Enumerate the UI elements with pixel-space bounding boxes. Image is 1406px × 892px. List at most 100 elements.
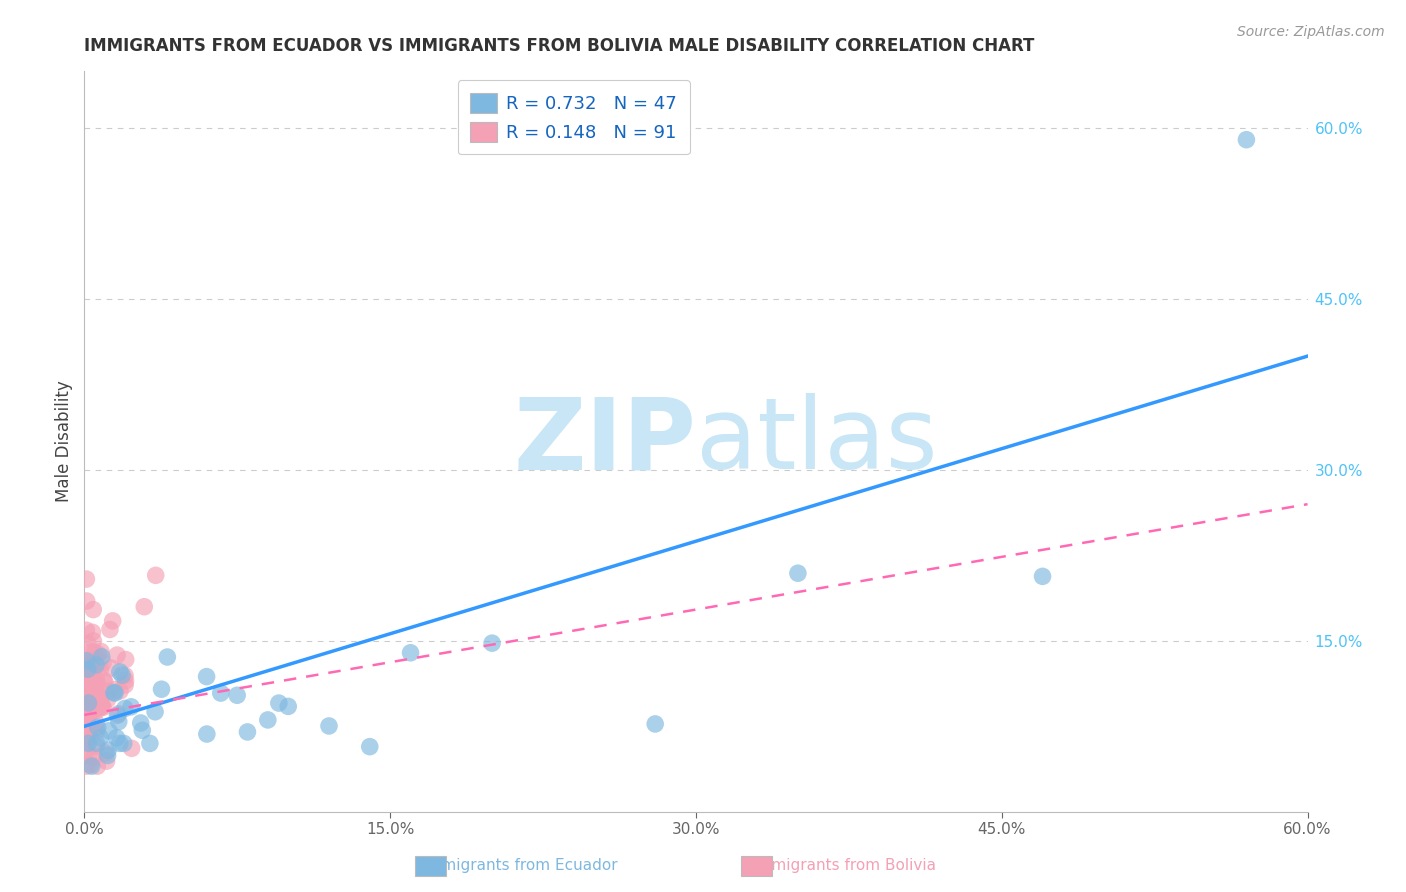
Point xyxy=(79,706,101,720)
Point xyxy=(76,700,98,714)
Point xyxy=(1032,569,1054,583)
Point xyxy=(139,736,162,750)
Text: Immigrants from Ecuador: Immigrants from Ecuador xyxy=(422,858,619,872)
Point xyxy=(79,698,101,713)
Point xyxy=(107,714,129,729)
Point xyxy=(76,662,98,676)
Y-axis label: Male Disability: Male Disability xyxy=(55,381,73,502)
Point xyxy=(97,692,120,706)
Point xyxy=(77,736,100,750)
Point xyxy=(226,688,249,702)
Point xyxy=(114,668,136,682)
Point xyxy=(91,699,114,714)
Text: Source: ZipAtlas.com: Source: ZipAtlas.com xyxy=(1237,25,1385,39)
Point xyxy=(86,759,108,773)
Point xyxy=(79,658,101,673)
Text: ZIP: ZIP xyxy=(513,393,696,490)
Point xyxy=(82,602,104,616)
Point xyxy=(104,682,127,697)
Point xyxy=(97,743,120,757)
Point xyxy=(131,723,153,738)
Point xyxy=(399,646,422,660)
Point xyxy=(80,679,103,693)
Point xyxy=(98,623,121,637)
Point xyxy=(75,668,97,682)
Point xyxy=(75,711,97,725)
Point xyxy=(83,702,105,716)
Point xyxy=(108,665,131,679)
Point xyxy=(121,741,143,756)
Point xyxy=(79,675,101,690)
Point xyxy=(80,759,103,773)
FancyBboxPatch shape xyxy=(741,856,772,876)
Point xyxy=(112,736,135,750)
Point xyxy=(94,746,117,760)
Point xyxy=(107,708,129,723)
Text: Immigrants from Bolivia: Immigrants from Bolivia xyxy=(752,858,935,872)
Point xyxy=(94,675,117,690)
Point xyxy=(75,708,97,723)
Point xyxy=(129,716,152,731)
Point xyxy=(787,566,810,581)
Point xyxy=(318,719,340,733)
Point xyxy=(90,700,112,714)
Point xyxy=(103,686,125,700)
Point xyxy=(79,674,101,689)
Point xyxy=(105,648,128,662)
Point xyxy=(257,713,280,727)
Point xyxy=(84,739,107,753)
Point xyxy=(105,731,128,745)
Text: IMMIGRANTS FROM ECUADOR VS IMMIGRANTS FROM BOLIVIA MALE DISABILITY CORRELATION C: IMMIGRANTS FROM ECUADOR VS IMMIGRANTS FR… xyxy=(84,37,1035,54)
Point xyxy=(114,673,136,688)
Point xyxy=(143,705,166,719)
Point xyxy=(209,686,232,700)
Point xyxy=(86,736,108,750)
Point xyxy=(76,721,98,735)
Point xyxy=(84,657,107,672)
Point xyxy=(145,568,167,582)
Point xyxy=(77,709,100,723)
Point xyxy=(76,697,98,711)
Point xyxy=(82,723,104,737)
Point xyxy=(80,699,103,714)
Point xyxy=(79,694,101,708)
Point xyxy=(82,633,104,648)
Point xyxy=(100,661,122,675)
Point xyxy=(96,754,118,768)
Point xyxy=(86,697,108,711)
Point xyxy=(134,599,156,614)
Point xyxy=(83,750,105,764)
Point xyxy=(84,677,107,691)
Point xyxy=(111,668,134,682)
Point xyxy=(236,725,259,739)
Point xyxy=(108,684,131,698)
Point xyxy=(82,625,104,640)
Point xyxy=(77,677,100,691)
Point xyxy=(156,650,179,665)
Point xyxy=(120,699,142,714)
Point xyxy=(80,675,103,690)
Point xyxy=(84,715,107,730)
Point xyxy=(86,673,108,688)
Point xyxy=(75,669,97,683)
Point xyxy=(79,702,101,716)
Point xyxy=(75,743,97,757)
Point xyxy=(75,759,97,773)
Point xyxy=(77,669,100,683)
Point xyxy=(75,714,97,729)
Point xyxy=(75,657,97,671)
Point xyxy=(75,681,97,695)
Point xyxy=(89,695,111,709)
Point xyxy=(77,748,100,763)
Point xyxy=(97,748,120,763)
Point xyxy=(90,690,112,705)
Point xyxy=(79,757,101,772)
Point xyxy=(75,659,97,673)
Point xyxy=(86,703,108,717)
Point xyxy=(89,690,111,705)
Point xyxy=(83,683,105,698)
Point xyxy=(114,701,136,715)
Point xyxy=(97,684,120,698)
Point xyxy=(90,649,112,664)
Point xyxy=(359,739,381,754)
